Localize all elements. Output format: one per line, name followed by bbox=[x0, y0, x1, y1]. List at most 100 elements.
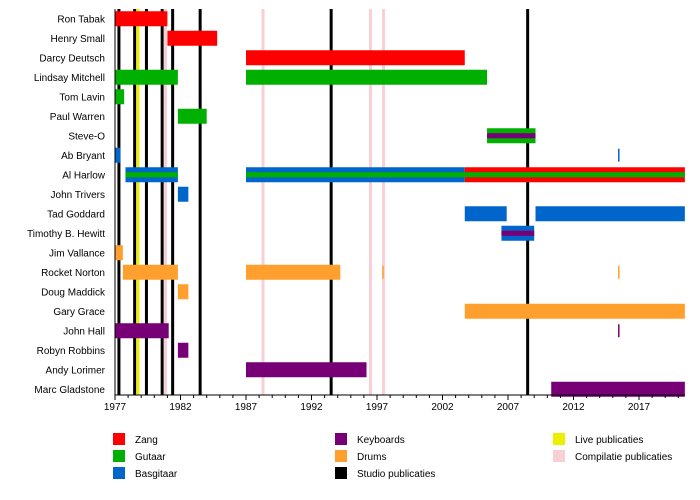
bar-segment bbox=[382, 265, 384, 279]
bar-segment bbox=[246, 50, 465, 66]
legend-item-basgitaar: Basgitaar bbox=[113, 467, 178, 480]
bar-al-harlow bbox=[125, 167, 178, 183]
bar-segment bbox=[177, 108, 207, 124]
bar-segment-stripe bbox=[246, 172, 465, 178]
bar-henry-small bbox=[167, 30, 218, 46]
legend-label: Compilatie publicaties bbox=[575, 452, 672, 463]
bar-john-hall bbox=[115, 323, 169, 339]
legend-label: Gutaar bbox=[135, 452, 166, 463]
legend-item-compilatie-publicaties: Compilatie publicaties bbox=[553, 450, 672, 463]
bar-segment bbox=[618, 324, 620, 338]
bar-segment-stripe bbox=[464, 172, 685, 178]
legend-swatch bbox=[335, 450, 347, 462]
bar-segment bbox=[464, 303, 685, 319]
legend-item-studio-publicaties: Studio publicaties bbox=[335, 467, 435, 480]
member-bars bbox=[115, 11, 685, 397]
bar-segment bbox=[122, 264, 178, 280]
bar-ron-tabak bbox=[115, 11, 168, 27]
bar-tad-goddard bbox=[535, 206, 685, 222]
bar-segment bbox=[246, 264, 341, 280]
bar-segment bbox=[177, 284, 189, 300]
bar-timothy-b-hewitt bbox=[501, 225, 535, 241]
bar-segment bbox=[618, 148, 620, 162]
bar-marc-gladstone bbox=[551, 381, 685, 397]
x-tick-label: 2007 bbox=[497, 402, 520, 413]
bar-rocket-norton bbox=[618, 265, 620, 279]
bar-rocket-norton bbox=[382, 265, 384, 279]
legend-item-gutaar: Gutaar bbox=[113, 450, 166, 463]
bar-segment bbox=[246, 362, 367, 378]
bar-segment bbox=[177, 342, 189, 358]
bar-segment bbox=[177, 186, 189, 202]
legend-item-drums: Drums bbox=[335, 450, 386, 463]
bar-segment-stripe bbox=[501, 230, 535, 236]
bar-gary-grace bbox=[464, 303, 685, 319]
member-label: Lindsay Mitchell bbox=[34, 73, 105, 84]
member-labels: Ron Tabak Henry Small Darcy Deutsch Lindsay… bbox=[27, 14, 106, 396]
x-tick-label: 1977 bbox=[104, 402, 127, 413]
bar-ab-bryant bbox=[618, 148, 620, 162]
member-label: Doug Maddick bbox=[41, 287, 106, 298]
bar-jim-vallance bbox=[115, 245, 123, 261]
x-tick-label: 1987 bbox=[235, 402, 258, 413]
bar-steve-o bbox=[487, 128, 536, 144]
bar-segment bbox=[115, 11, 168, 27]
member-label: Jim Vallance bbox=[49, 248, 105, 259]
legend-label: Studio publicaties bbox=[357, 469, 435, 480]
x-tick-label: 2002 bbox=[431, 402, 454, 413]
x-tick-label: 2017 bbox=[628, 402, 651, 413]
legend-item-keyboards: Keyboards bbox=[335, 433, 405, 446]
member-label: Andy Lorimer bbox=[46, 365, 106, 376]
member-label: Timothy B. Hewitt bbox=[27, 229, 105, 240]
member-label: Tad Goddard bbox=[47, 209, 105, 220]
member-label: Robyn Robbins bbox=[37, 346, 105, 357]
bar-al-harlow bbox=[246, 167, 465, 183]
legend-swatch bbox=[335, 433, 347, 445]
bar-segment bbox=[115, 147, 121, 163]
bar-segment-stripe bbox=[125, 172, 178, 178]
legend: Zang Gutaar Basgitaar Keyboards Drums Studio … bbox=[113, 433, 672, 480]
bar-john-hall bbox=[618, 324, 620, 338]
bar-segment bbox=[115, 69, 178, 85]
legend-swatch bbox=[553, 433, 565, 445]
bar-tom-lavin bbox=[115, 89, 125, 105]
legend-swatch bbox=[113, 433, 125, 445]
bar-segment bbox=[618, 265, 620, 279]
legend-label: Zang bbox=[135, 435, 158, 446]
member-label: Al Harlow bbox=[62, 170, 106, 181]
bar-lindsay-mitchell bbox=[115, 69, 178, 85]
bar-segment-stripe bbox=[487, 133, 536, 139]
member-label: Ab Bryant bbox=[61, 151, 105, 162]
member-label: John Trivers bbox=[51, 190, 105, 201]
member-label: Henry Small bbox=[51, 34, 105, 45]
legend-item-live-publicaties: Live publicaties bbox=[553, 433, 643, 446]
bar-segment bbox=[535, 206, 685, 222]
bar-ab-bryant bbox=[115, 147, 121, 163]
member-label: Darcy Deutsch bbox=[39, 53, 105, 64]
member-label: Paul Warren bbox=[50, 112, 105, 123]
bar-segment bbox=[246, 69, 488, 85]
bar-john-trivers bbox=[177, 186, 189, 202]
member-label: Marc Gladstone bbox=[34, 385, 105, 396]
bar-robyn-robbins bbox=[177, 342, 189, 358]
legend-label: Live publicaties bbox=[575, 435, 643, 446]
bar-al-harlow bbox=[464, 167, 685, 183]
legend-swatch bbox=[113, 467, 125, 479]
bar-segment bbox=[464, 206, 507, 222]
bar-paul-warren bbox=[177, 108, 207, 124]
member-label: Steve-O bbox=[68, 131, 105, 142]
bar-segment bbox=[167, 30, 218, 46]
member-label: Gary Grace bbox=[53, 307, 105, 318]
member-label: John Hall bbox=[63, 326, 105, 337]
legend-swatch bbox=[553, 450, 565, 462]
member-label: Ron Tabak bbox=[57, 14, 106, 25]
legend-label: Keyboards bbox=[357, 435, 405, 446]
member-label: Tom Lavin bbox=[59, 92, 105, 103]
x-tick-label: 1997 bbox=[366, 402, 389, 413]
bar-segment bbox=[551, 381, 685, 397]
release-lines bbox=[117, 9, 530, 395]
x-tick-label: 1982 bbox=[169, 402, 192, 413]
x-tick-label: 1992 bbox=[300, 402, 323, 413]
bar-rocket-norton bbox=[122, 264, 178, 280]
